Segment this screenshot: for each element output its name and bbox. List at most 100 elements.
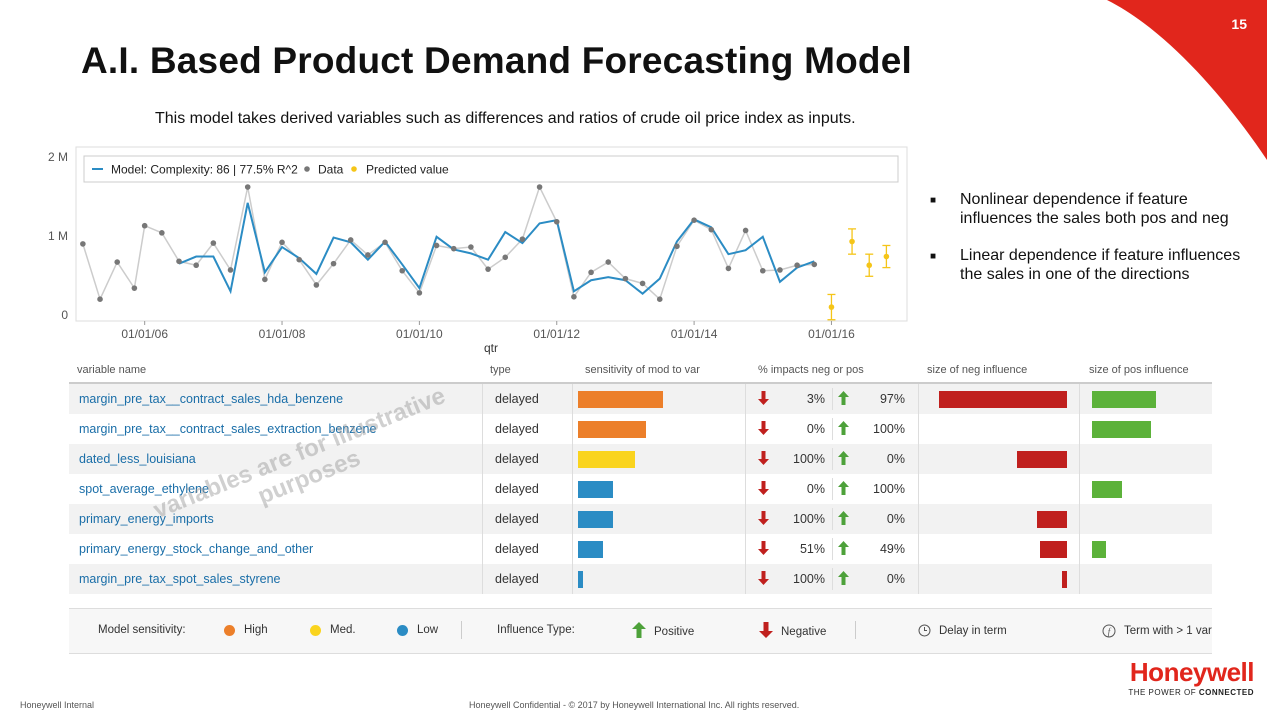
neg-influence-bar (1062, 570, 1067, 588)
impacts-cell: 51% 49% (745, 534, 918, 564)
legend-model-label: Model: Complexity: 86 | 77.5% R^2 (111, 163, 298, 177)
neg-influence-cell (918, 474, 1079, 504)
variable-name[interactable]: margin_pre_tax_spot_sales_styrene (79, 572, 281, 586)
pos-influence-bar (1092, 390, 1156, 408)
model-series-line (178, 202, 815, 295)
data-point (244, 184, 251, 190)
bullet-marker: ■ (930, 251, 937, 262)
pos-influence-cell (1079, 414, 1212, 444)
data-point (114, 259, 121, 265)
data-point (485, 266, 491, 272)
slide-subtitle: This model takes derived variables such … (155, 110, 856, 127)
legend-predicted-swatch (351, 166, 357, 172)
pos-influence-cell (1079, 504, 1212, 534)
header-variable-name: variable name (77, 364, 147, 376)
tagline-bold: CONNECTED (1198, 688, 1254, 697)
pos-percent: 97% (879, 392, 905, 406)
legend-term-label: Term with > 1 var (1124, 625, 1212, 637)
variable-type: delayed (482, 534, 572, 564)
footer-confidential: Honeywell Confidential - © 2017 by Honey… (469, 700, 800, 710)
data-point (382, 239, 388, 246)
variable-name[interactable]: primary_energy_imports (79, 512, 214, 526)
variable-name[interactable]: margin_pre_tax__contract_sales_hda_benze… (79, 392, 344, 406)
sensitivity-cell (572, 384, 745, 414)
neg-influence-cell (918, 534, 1079, 564)
data-point (279, 239, 285, 246)
impacts-divider (832, 448, 833, 470)
variable-name[interactable]: spot_average_ethylene (79, 482, 209, 496)
down-arrow-icon (758, 391, 769, 405)
data-point (365, 252, 371, 258)
legend-negative: Negative (759, 622, 826, 638)
legend-med: Med. (310, 624, 356, 636)
data-point (622, 275, 629, 282)
data-point (639, 280, 646, 287)
data-point (433, 242, 440, 249)
bullet-text: Nonlinear dependence if feature influenc… (960, 191, 1229, 227)
impacts-divider (832, 538, 833, 560)
table-row: spot_average_ethylene delayed 0% 100% (69, 474, 1212, 504)
neg-influence-cell (918, 414, 1079, 444)
up-arrow-icon (838, 511, 849, 525)
data-point (313, 282, 320, 288)
sensitivity-bar (578, 390, 663, 408)
up-arrow-icon (838, 571, 849, 585)
variable-name[interactable]: margin_pre_tax__contract_sales_extractio… (79, 422, 377, 436)
data-point (131, 285, 138, 291)
predicted-point (883, 253, 890, 260)
sensitivity-cell (572, 504, 745, 534)
variable-name[interactable]: primary_energy_stock_change_and_other (79, 542, 314, 556)
impacts-cell: 0% 100% (745, 474, 918, 504)
neg-percent: 100% (793, 572, 825, 586)
neg-influence-bar (1017, 450, 1067, 468)
low-dot-icon (397, 624, 408, 636)
pos-percent: 0% (886, 572, 905, 586)
pos-influence-cell (1079, 384, 1212, 414)
x-tick-label: 01/01/10 (396, 327, 443, 341)
variable-type: delayed (482, 384, 572, 414)
data-point (691, 217, 697, 223)
table-row: primary_energy_imports delayed 100% 0% (69, 504, 1212, 534)
sensitivity-bar (578, 450, 635, 468)
impacts-cell: 100% 0% (745, 504, 918, 534)
sensitivity-cell (572, 474, 745, 504)
chart-legend-box (83, 155, 899, 183)
up-arrow-icon (838, 421, 849, 435)
slide-title: A.I. Based Product Demand Forecasting Mo… (81, 40, 912, 81)
data-point (468, 244, 474, 250)
table-row: margin_pre_tax__contract_sales_extractio… (69, 414, 1212, 444)
variable-name[interactable]: dated_less_louisiana (79, 452, 196, 466)
sensitivity-bar (578, 540, 603, 558)
variable-type: delayed (482, 474, 572, 504)
high-dot-icon (224, 624, 235, 636)
header-sensitivity: sensitivity of mod to var (585, 364, 700, 376)
table-body: margin_pre_tax__contract_sales_hda_benze… (69, 384, 1212, 594)
down-arrow-icon (758, 451, 769, 465)
forecast-chart: 0 1 M 2 M 01/01/06 01/01/08 01/01/10 01/01/12 0… (48, 146, 908, 355)
variable-type: delayed (482, 504, 572, 534)
honeywell-logo: Honeywell THE POWER OF CONNECTED (1128, 657, 1254, 697)
legend-delay-label: Delay in term (939, 624, 1007, 637)
up-arrow-icon (838, 481, 849, 495)
brand-tagline: THE POWER OF CONNECTED (1128, 688, 1254, 697)
data-point (141, 222, 148, 229)
down-arrow-icon (759, 622, 773, 638)
pos-percent: 100% (873, 482, 905, 496)
predicted-point (849, 238, 855, 245)
data-point (227, 267, 234, 273)
neg-influence-cell (918, 444, 1079, 474)
data-point (176, 258, 182, 265)
impacts-divider (832, 478, 833, 500)
neg-percent: 100% (793, 512, 825, 526)
data-point (536, 184, 543, 190)
function-icon: f (1102, 624, 1116, 638)
impacts-divider (832, 388, 833, 410)
sensitivity-bar (578, 480, 613, 498)
legend-positive-label: Positive (654, 626, 695, 638)
legend-divider (855, 621, 856, 639)
data-point (759, 267, 766, 274)
x-tick-label: 01/01/16 (808, 327, 855, 341)
legend-influence-label: Influence Type: (497, 624, 575, 636)
footer-internal: Honeywell Internal (20, 700, 95, 710)
impacts-cell: 100% 0% (745, 564, 918, 594)
